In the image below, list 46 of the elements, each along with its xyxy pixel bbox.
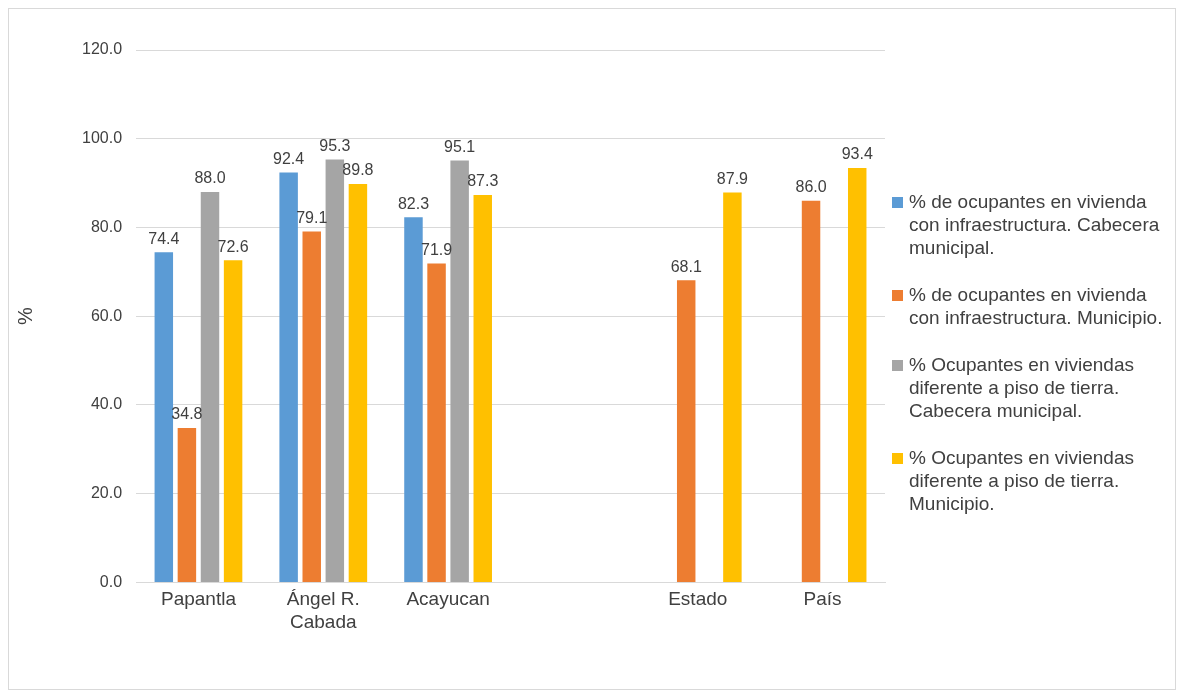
y-tick-label: 80.0 [90,217,123,235]
bar [177,428,197,582]
data-label: 86.0 [795,178,827,196]
data-label: 87.3 [467,172,499,190]
data-label: 95.3 [319,136,351,154]
x-tick-label: Estado [668,588,728,610]
data-label: 88.0 [194,169,226,187]
y-tick-label: 0.0 [99,572,123,590]
legend-label: % de ocupantes en vivienda con infraestructura. Municipio. [909,283,1164,329]
legend-label: % de ocupantes en vivienda con infraestructura. Cabecera municipal. [909,190,1161,259]
bar [847,168,867,582]
data-label: 74.4 [148,229,180,247]
bar [473,195,492,582]
bar [348,183,368,582]
y-tick-label: 20.0 [90,484,123,502]
bar [676,280,696,582]
bar [404,217,423,582]
data-label: 87.9 [716,169,749,187]
y-tick-label: 120.0 [81,40,123,58]
bar [450,160,469,582]
bar [427,263,446,582]
x-tick-label: País [803,588,842,610]
data-label: 92.4 [273,149,305,167]
bar [279,172,298,582]
x-tick-label: Papantla [160,588,237,610]
bar [325,159,345,582]
bar [200,191,220,582]
x-tick-label: Ángel R. Cabada [286,588,360,632]
data-label: 68.1 [670,257,702,275]
y-tick-label: 100.0 [81,129,123,147]
y-axis-title: % [13,307,36,326]
legend-label: % Ocupantes en viviendas diferente a piso de tierra. Cabecera municipal. [909,353,1135,422]
bar [154,252,174,582]
bar [801,200,821,582]
legend-label: % Ocupantes en viviendas diferente a piso de tierra. Municipio. [909,446,1135,515]
bar [302,231,321,582]
y-tick-label: 40.0 [90,395,123,413]
bar [723,192,742,582]
bar [223,260,243,582]
data-label: 93.4 [841,145,873,163]
y-tick-label: 60.0 [90,306,123,324]
x-tick-label: Acayucan [406,588,490,610]
data-label: 82.3 [397,194,430,212]
data-label: 89.8 [342,161,374,179]
data-label: 72.6 [217,237,249,255]
data-label: 95.1 [444,137,476,155]
